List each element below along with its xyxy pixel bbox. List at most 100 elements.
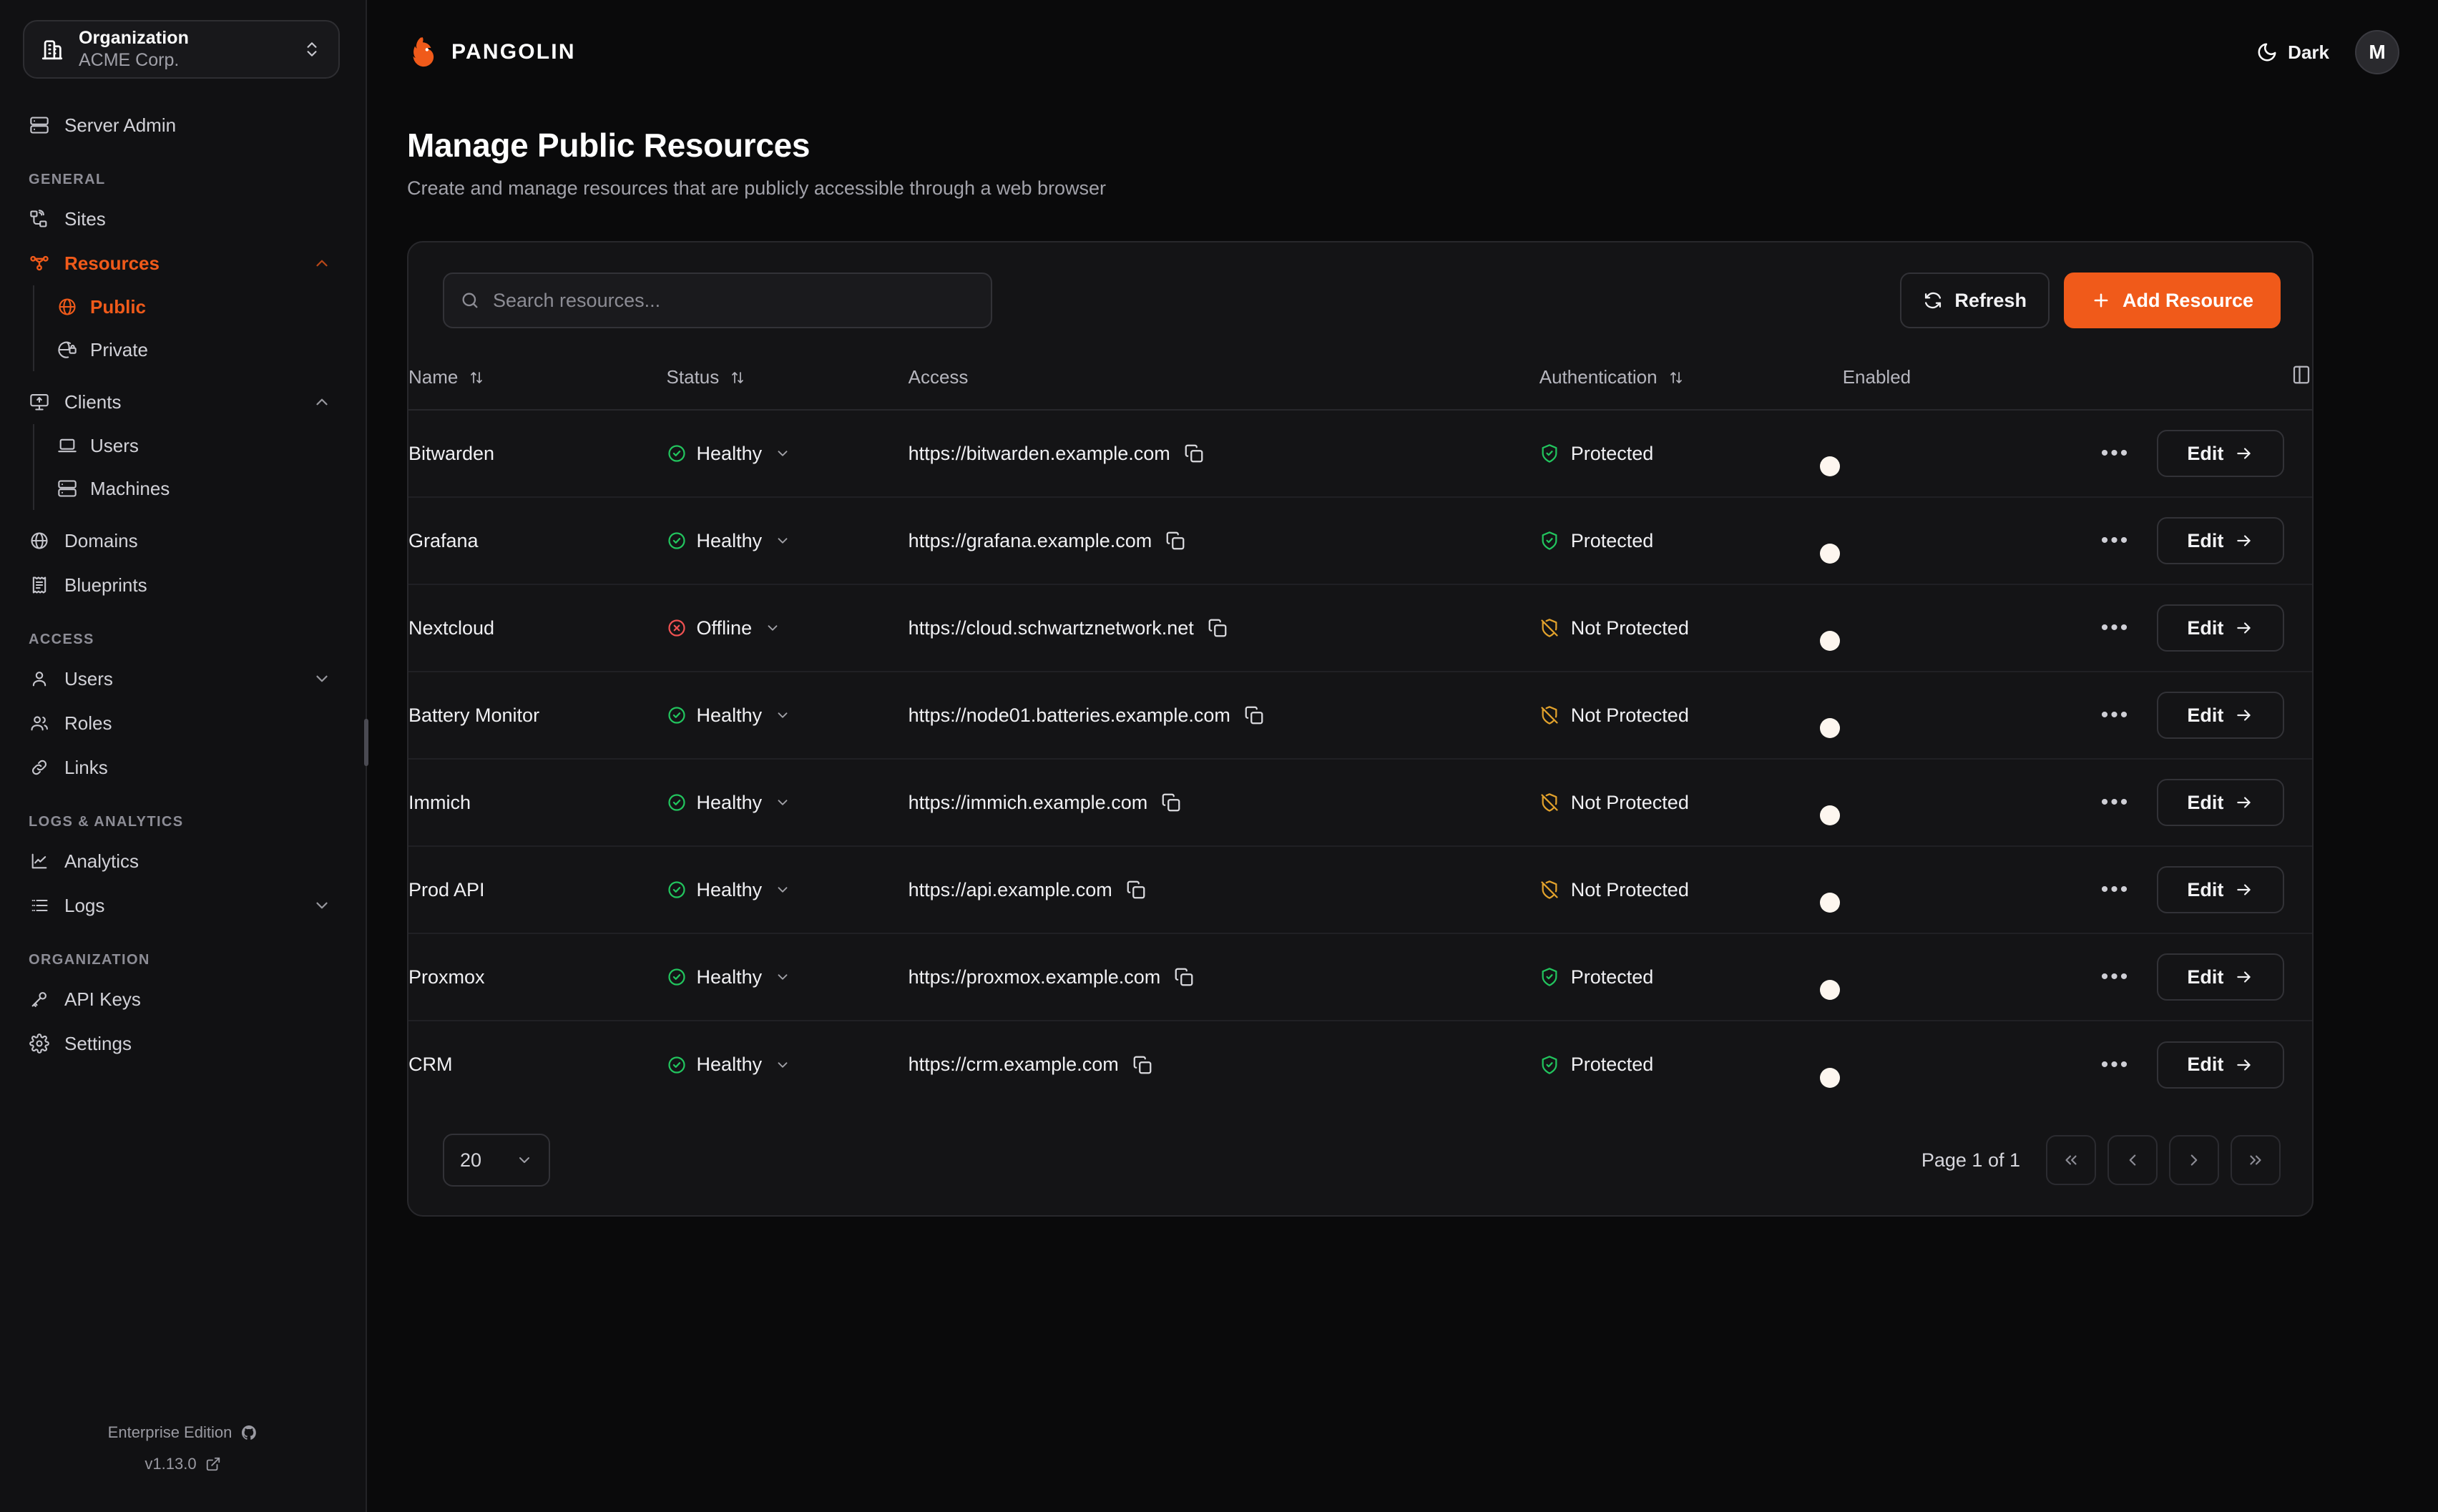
resource-url[interactable]: https://bitwarden.example.com	[908, 442, 1170, 464]
chevron-down-icon[interactable]	[765, 620, 780, 636]
brand[interactable]: PANGOLIN	[406, 36, 576, 69]
copy-icon[interactable]	[1132, 1054, 1153, 1076]
resource-url[interactable]: https://proxmox.example.com	[908, 966, 1161, 988]
table-row[interactable]: Battery Monitor Healthy	[408, 672, 2312, 760]
table-row[interactable]: Nextcloud Offline	[408, 584, 2312, 672]
sidebar-item-analytics[interactable]: Analytics	[16, 839, 341, 883]
resource-url[interactable]: https://crm.example.com	[908, 1054, 1119, 1075]
github-icon[interactable]	[240, 1424, 258, 1441]
next-page-button[interactable]	[2169, 1135, 2219, 1185]
sidebar-item-logs[interactable]: Logs	[16, 883, 341, 928]
table-row[interactable]: Prod API Healthy	[408, 846, 2312, 934]
edit-button[interactable]: Edit	[2156, 866, 2284, 913]
sidebar-item-blueprints[interactable]: Blueprints	[16, 563, 341, 607]
edit-button[interactable]: Edit	[2156, 953, 2284, 1001]
status-badge[interactable]: Healthy	[667, 705, 909, 727]
copy-icon[interactable]	[1207, 617, 1228, 639]
edit-button[interactable]: Edit	[2156, 430, 2284, 477]
chevron-down-icon[interactable]	[775, 795, 790, 810]
resource-url[interactable]: https://api.example.com	[908, 878, 1112, 900]
resource-url[interactable]: https://immich.example.com	[908, 791, 1148, 813]
copy-icon[interactable]	[1183, 443, 1205, 464]
column-header-status[interactable]: Status	[666, 350, 909, 411]
table-row[interactable]: Proxmox Healthy	[408, 933, 2312, 1021]
version-line[interactable]: v1.13.0	[0, 1455, 366, 1473]
sidebar-item-settings[interactable]: Settings	[16, 1021, 341, 1066]
ellipsis-icon[interactable]: •••	[2100, 878, 2130, 901]
cell-status[interactable]: Offline	[666, 584, 909, 672]
status-badge[interactable]: Healthy	[667, 879, 909, 901]
copy-icon[interactable]	[1165, 530, 1186, 551]
edit-button[interactable]: Edit	[2156, 604, 2284, 652]
sidebar-item-users[interactable]: Users	[16, 657, 341, 701]
chevron-up-icon[interactable]	[313, 254, 331, 273]
status-badge[interactable]: Healthy	[667, 792, 909, 814]
table-row[interactable]: Grafana Healthy	[408, 497, 2312, 585]
sidebar-item-machines[interactable]: Machines	[47, 467, 341, 510]
chevron-down-icon[interactable]	[775, 1057, 790, 1073]
sidebar-item-roles[interactable]: Roles	[16, 701, 341, 745]
avatar[interactable]: M	[2355, 30, 2399, 74]
search-field[interactable]	[443, 273, 992, 328]
resource-url[interactable]: https://cloud.schwartznetwork.net	[908, 617, 1194, 639]
refresh-button[interactable]: Refresh	[1900, 273, 2050, 328]
add-resource-button[interactable]: Add Resource	[2063, 273, 2281, 328]
chevron-down-icon[interactable]	[775, 882, 790, 898]
ellipsis-icon[interactable]: •••	[2100, 965, 2130, 988]
sidebar-item-sites[interactable]: Sites	[16, 197, 341, 241]
sidebar-item-resources[interactable]: Resources	[16, 241, 341, 285]
column-visibility-toggle[interactable]	[2156, 350, 2312, 411]
org-switcher[interactable]: Organization ACME Corp.	[23, 20, 340, 79]
sort-arrows-icon[interactable]	[1668, 369, 1685, 386]
status-badge[interactable]: Healthy	[667, 530, 909, 552]
edit-button[interactable]: Edit	[2156, 1041, 2284, 1089]
chevron-up-icon[interactable]	[313, 393, 331, 411]
ellipsis-icon[interactable]: •••	[2100, 616, 2130, 639]
status-badge[interactable]: Healthy	[667, 966, 909, 988]
chevron-down-icon[interactable]	[775, 446, 790, 461]
sidebar-item-links[interactable]: Links	[16, 745, 341, 790]
sidebar-item-domains[interactable]: Domains	[16, 519, 341, 563]
copy-icon[interactable]	[1243, 705, 1265, 726]
column-header-authentication[interactable]: Authentication	[1539, 350, 1843, 411]
status-badge[interactable]: Offline	[667, 617, 909, 639]
columns-icon[interactable]	[2291, 364, 2312, 386]
sidebar-item-users-clients[interactable]: Users	[47, 424, 341, 467]
sort-arrows-icon[interactable]	[468, 369, 485, 386]
sidebar-item-public[interactable]: Public	[47, 285, 341, 328]
cell-status[interactable]: Healthy	[666, 846, 909, 934]
cell-status[interactable]: Healthy	[667, 1021, 909, 1108]
status-badge[interactable]: Healthy	[667, 443, 909, 465]
chevron-down-icon[interactable]	[313, 896, 331, 915]
sidebar-item-private[interactable]: Private	[47, 328, 341, 371]
edit-button[interactable]: Edit	[2156, 692, 2284, 739]
resource-url[interactable]: https://grafana.example.com	[908, 529, 1152, 551]
column-header-name[interactable]: Name	[408, 350, 667, 411]
copy-icon[interactable]	[1160, 792, 1182, 813]
first-page-button[interactable]	[2046, 1135, 2096, 1185]
cell-status[interactable]: Healthy	[666, 672, 909, 760]
table-row[interactable]: Immich Healthy	[408, 759, 2312, 847]
ellipsis-icon[interactable]: •••	[2100, 529, 2130, 552]
theme-toggle[interactable]: Dark	[2256, 41, 2329, 64]
ellipsis-icon[interactable]: •••	[2100, 790, 2130, 814]
cell-status[interactable]: Healthy	[666, 933, 909, 1021]
sort-arrows-icon[interactable]	[729, 369, 746, 386]
chevron-down-icon[interactable]	[313, 669, 331, 688]
cell-status[interactable]: Healthy	[666, 410, 909, 498]
copy-icon[interactable]	[1173, 966, 1195, 988]
edit-button[interactable]: Edit	[2156, 779, 2284, 826]
resource-url[interactable]: https://node01.batteries.example.com	[908, 704, 1230, 726]
cell-status[interactable]: Healthy	[666, 759, 909, 847]
chevron-down-icon[interactable]	[775, 969, 790, 985]
edit-button[interactable]: Edit	[2156, 517, 2284, 564]
search-input[interactable]	[493, 289, 975, 312]
status-badge[interactable]: Healthy	[667, 1054, 909, 1076]
table-row[interactable]: Bitwarden Healthy	[408, 410, 2312, 498]
ellipsis-icon[interactable]: •••	[2100, 1052, 2130, 1076]
external-link-icon[interactable]	[205, 1456, 221, 1472]
chevron-down-icon[interactable]	[775, 533, 790, 549]
prev-page-button[interactable]	[2107, 1135, 2158, 1185]
last-page-button[interactable]	[2231, 1135, 2281, 1185]
chevron-down-icon[interactable]	[775, 707, 790, 723]
